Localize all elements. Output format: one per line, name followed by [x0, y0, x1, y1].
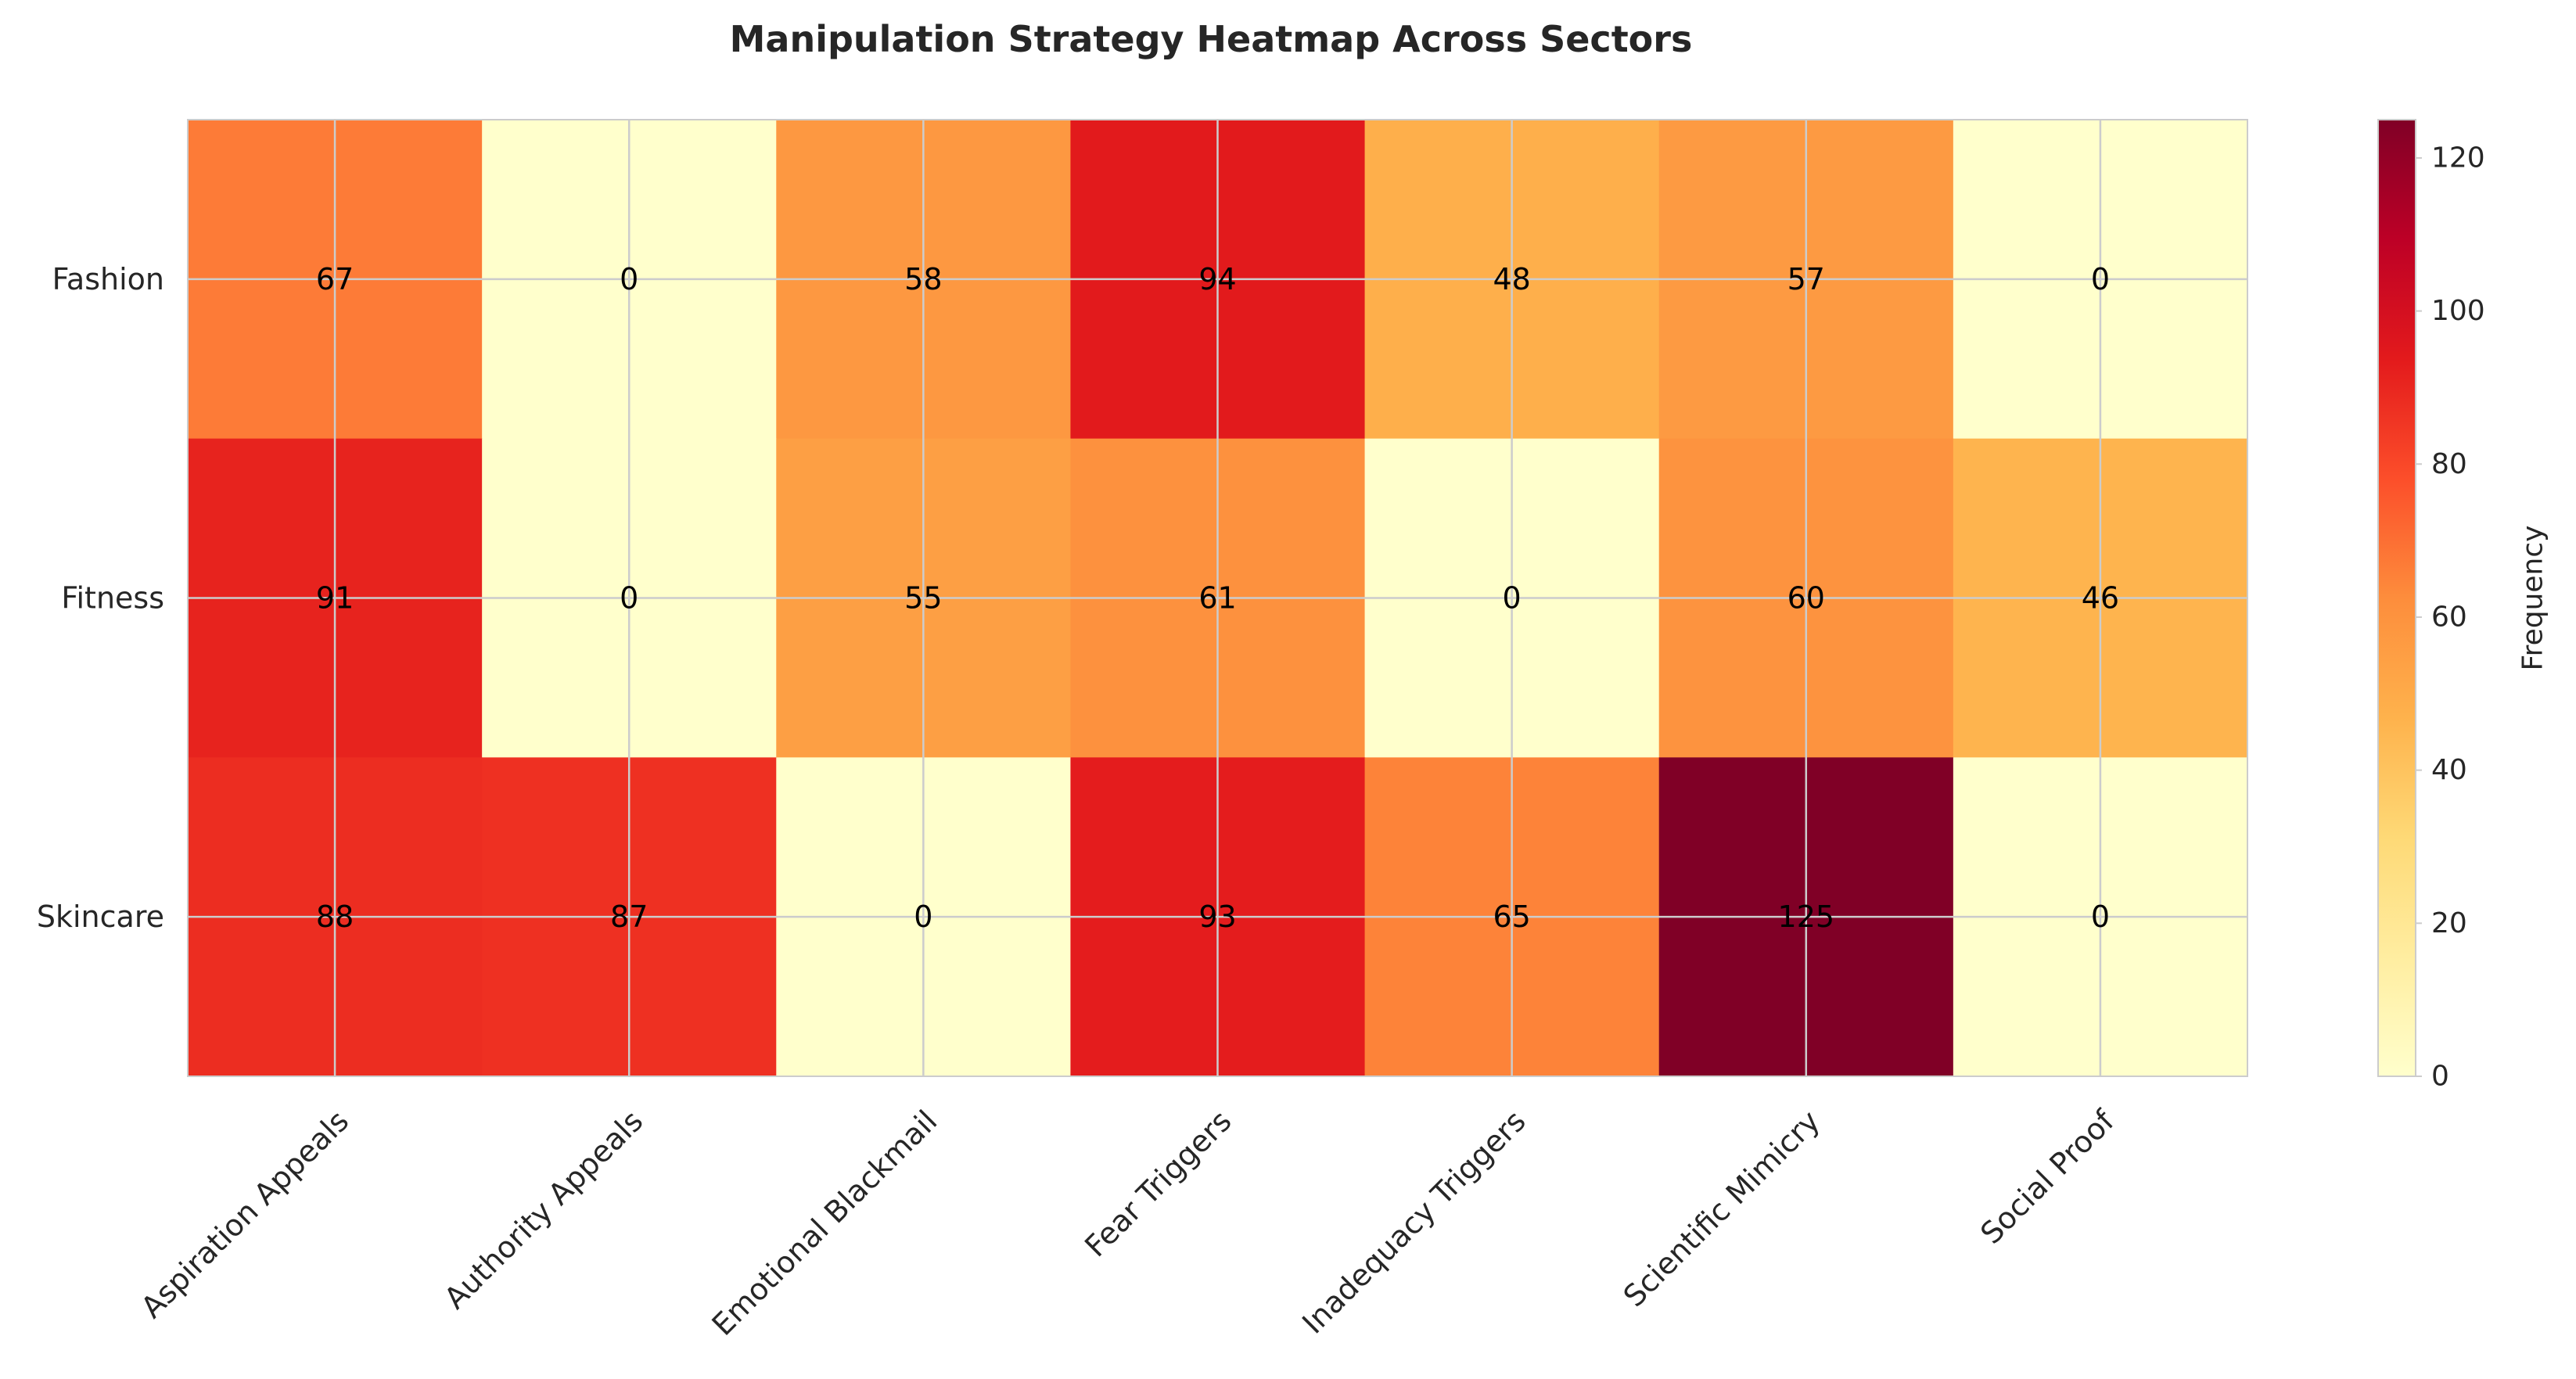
cell-value-labels: 67 0 58 94 48 57 0 91 0 55 61 0 60 46 88 87 0 93 65 125 0 — [316, 262, 2119, 934]
colorbar-label: Frequency — [2517, 526, 2549, 671]
cell-value-label: 0 — [620, 581, 638, 616]
cell-value-label: 87 — [610, 900, 648, 934]
plot-frame — [187, 119, 2248, 1077]
cell-value-label: 57 — [1787, 262, 1825, 296]
grid-lines — [188, 120, 2247, 1076]
x-tick-labels: Aspiration Appeals Authority Appeals Emoti… — [135, 1103, 2122, 1342]
colorbar-tick-label: 20 — [2431, 907, 2467, 939]
cell-value-label: 0 — [2091, 262, 2110, 296]
colorbar-ticks: 0 20 40 60 80 100 120 — [2416, 142, 2485, 1093]
cell-value-label: 60 — [1787, 581, 1825, 616]
cell-value-label: 88 — [316, 900, 354, 934]
cell-value-label: 94 — [1198, 262, 1236, 296]
cell-value-label: 58 — [904, 262, 942, 296]
y-tick-labels: Fashion Fitness Skincare — [37, 262, 164, 934]
y-tick-label: Skincare — [37, 900, 164, 934]
colorbar-tick-label: 0 — [2431, 1061, 2449, 1093]
cell-value-label: 61 — [1198, 581, 1236, 616]
x-tick-label: Fear Triggers — [1078, 1104, 1238, 1263]
chart-title: Manipulation Strategy Heatmap Across Sec… — [730, 18, 1693, 60]
cell-value-label: 93 — [1198, 900, 1236, 934]
cell-value-label: 0 — [2091, 900, 2110, 934]
cell-value-label: 0 — [620, 262, 638, 296]
cell-value-label: 91 — [316, 581, 354, 616]
cell-value-label: 48 — [1493, 262, 1530, 296]
cell-value-label: 0 — [1503, 581, 1522, 616]
x-tick-label: Social Proof — [1974, 1103, 2122, 1251]
y-tick-label: Fashion — [52, 262, 164, 296]
colorbar: 0 20 40 60 80 100 120 Frequency — [2377, 119, 2549, 1093]
colorbar-gradient — [2377, 119, 2416, 1077]
x-tick-label: Emotional Blackmail — [706, 1104, 944, 1342]
colorbar-tick-label: 60 — [2431, 601, 2467, 633]
colorbar-tick-label: 40 — [2431, 754, 2467, 786]
x-tick-label: Inadequacy Triggers — [1295, 1104, 1532, 1341]
x-tick-label: Aspiration Appeals — [135, 1104, 356, 1325]
colorbar-tick-label: 120 — [2431, 142, 2485, 174]
colorbar-tick-label: 80 — [2431, 448, 2467, 480]
colorbar-tick-label: 100 — [2431, 295, 2485, 327]
cell-value-label: 67 — [316, 262, 354, 296]
x-tick-label: Scientific Mimicry — [1617, 1104, 1827, 1313]
y-tick-label: Fitness — [61, 581, 164, 616]
cell-value-label: 125 — [1778, 900, 1835, 934]
cell-value-label: 65 — [1493, 900, 1530, 934]
cell-value-label: 46 — [2082, 581, 2119, 616]
cell-value-label: 55 — [904, 581, 942, 616]
cell-value-label: 0 — [914, 900, 932, 934]
x-tick-label: Authority Appeals — [437, 1104, 649, 1316]
